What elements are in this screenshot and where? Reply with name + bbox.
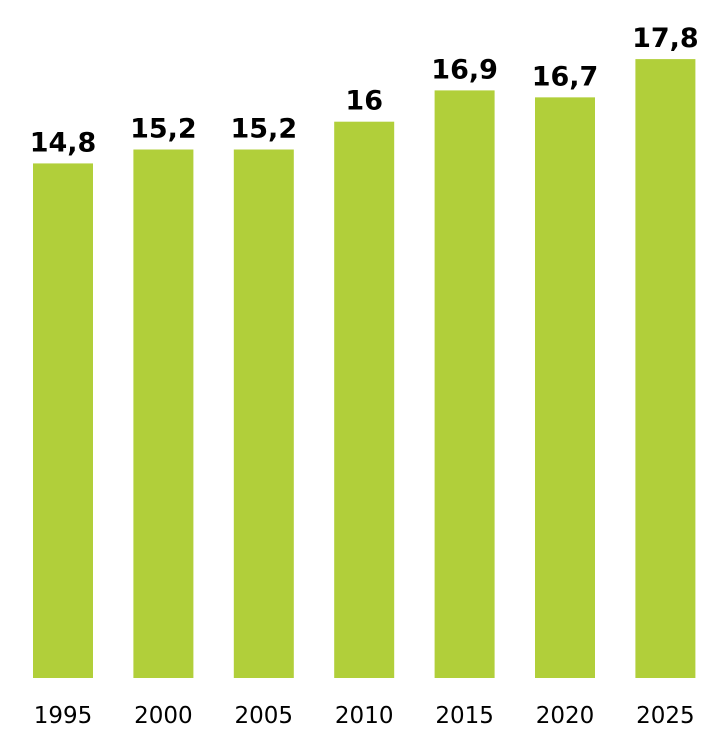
data-label-2020: 16,7 <box>532 61 599 92</box>
bar-2020 <box>535 97 595 679</box>
bar-2015 <box>434 90 495 678</box>
bar-2010 <box>334 121 395 678</box>
bar-2005 <box>233 149 294 678</box>
bar-2000 <box>133 149 194 678</box>
x-tick-label-1995: 1995 <box>34 703 93 729</box>
data-label-2000: 15,2 <box>130 114 197 145</box>
data-label-1995: 14,8 <box>30 127 97 158</box>
data-label-2015: 16,9 <box>431 54 498 85</box>
x-tick-label-2025: 2025 <box>636 703 695 729</box>
x-tick-label-2005: 2005 <box>235 703 294 729</box>
x-tick-label-2020: 2020 <box>536 703 595 729</box>
data-label-2005: 15,2 <box>230 114 297 145</box>
x-tick-label-2000: 2000 <box>134 703 193 729</box>
bar-1995 <box>33 163 93 678</box>
x-tick-label-2015: 2015 <box>435 703 494 729</box>
data-label-2025: 17,8 <box>632 23 699 54</box>
data-label-2010: 16 <box>345 86 383 117</box>
bar-2025 <box>635 59 696 679</box>
x-tick-label-2010: 2010 <box>335 703 394 729</box>
